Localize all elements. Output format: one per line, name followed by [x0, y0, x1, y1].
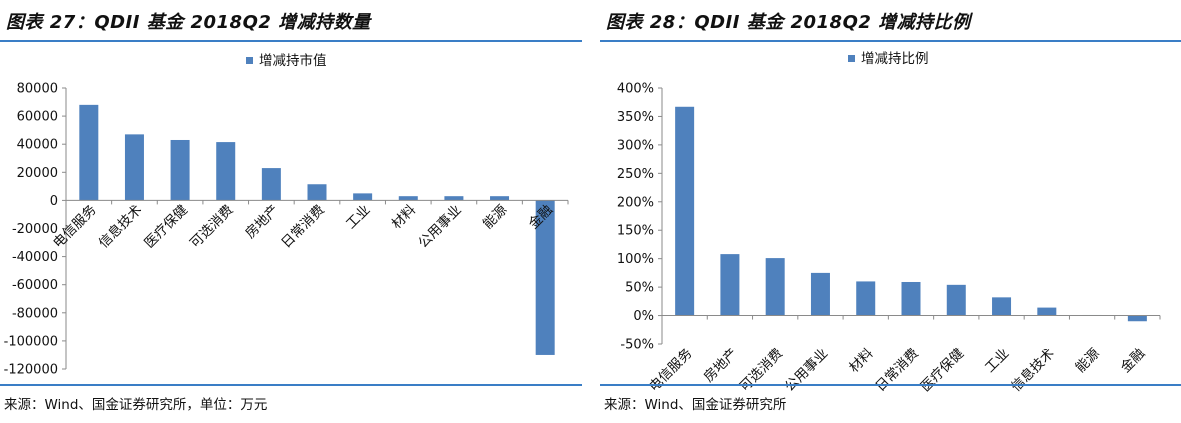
bar: [444, 196, 464, 201]
bar: [1037, 307, 1057, 316]
legend-label: 增减持比例: [861, 51, 929, 67]
y-tick-label: 50%: [625, 281, 654, 296]
category-label: 能源: [480, 202, 511, 233]
bar: [992, 297, 1012, 316]
figure-title: 图表 28：QDII 基金 2018Q2 增减持比例: [606, 12, 971, 33]
bar: [946, 284, 966, 316]
category-label: 信息技术: [1007, 345, 1057, 395]
source-rule: [600, 384, 1181, 386]
source-note: 来源：Wind、国金证券研究所: [604, 397, 787, 413]
bar: [720, 254, 740, 316]
y-tick-label: 20000: [17, 166, 58, 181]
y-tick-label: 400%: [617, 82, 654, 97]
bar: [307, 184, 327, 201]
y-tick-label: -50%: [620, 338, 654, 353]
category-label: 材料: [389, 202, 420, 233]
bar: [810, 272, 830, 316]
bar: [765, 258, 785, 316]
title-rule: [600, 40, 1181, 42]
bar: [675, 106, 695, 316]
category-label: 能源: [1073, 345, 1104, 376]
category-label: 公用事业: [415, 202, 464, 251]
bar: [901, 281, 921, 316]
y-tick-label: 0: [50, 194, 58, 209]
bar: [353, 193, 373, 201]
y-tick-label: 350%: [617, 110, 654, 125]
category-label: 可选消费: [187, 202, 236, 251]
bar-chart-holdings-ratio: 增减持比例 400% 350% 300% 250% 200% 150% 100% 50% 0% -5…: [617, 51, 1161, 395]
source-rule: [0, 384, 582, 386]
y-tick-label: 80000: [17, 82, 58, 97]
y-tick-label: -40000: [12, 250, 58, 265]
bar-chart-holdings-value: 增减持市值 80000 60000 40000 20000 0 -20000 -40000 -6…: [4, 52, 569, 378]
source-note: 来源：Wind、国金证券研究所，单位：万元: [4, 397, 268, 413]
bar: [124, 134, 144, 201]
figure-27-panel: 图表 27：QDII 基金 2018Q2 增减持数量 增减持市值 80000 600…: [0, 0, 582, 423]
legend-swatch: [246, 57, 253, 64]
y-tick-label: -60000: [12, 278, 58, 293]
category-label: 材料: [846, 345, 877, 376]
bar: [170, 139, 190, 201]
figure-28-panel: 图表 28：QDII 基金 2018Q2 增减持比例 增减持比例 400% 350%…: [600, 0, 1181, 423]
bar: [856, 281, 876, 316]
y-tick-label: -120000: [4, 363, 58, 378]
category-label: 房地产: [701, 346, 741, 386]
bar: [79, 104, 99, 201]
category-label: 电信服务: [646, 346, 695, 395]
y-tick-label: 300%: [617, 138, 654, 153]
y-tick-label: 60000: [17, 110, 58, 125]
category-label: 金融: [1118, 345, 1149, 376]
category-label: 工业: [982, 346, 1012, 376]
bar: [261, 168, 281, 201]
legend-label: 增减持市值: [259, 52, 327, 69]
y-tick-label: -80000: [12, 306, 58, 321]
category-label: 医疗保健: [918, 346, 967, 395]
category-label: 公用事业: [782, 346, 831, 395]
category-label: 房地产: [242, 202, 282, 242]
legend-swatch: [848, 55, 855, 62]
bar: [216, 142, 236, 201]
category-label: 可选消费: [737, 346, 786, 395]
figure-title: 图表 27：QDII 基金 2018Q2 增减持数量: [6, 12, 371, 33]
category-label: 日常消费: [278, 202, 327, 251]
y-tick-label: 200%: [617, 195, 654, 210]
y-tick-label: -100000: [4, 334, 58, 349]
y-tick-label: 40000: [17, 138, 58, 153]
category-label: 工业: [343, 202, 373, 232]
category-label: 信息技术: [95, 201, 145, 251]
category-label: 日常消费: [872, 346, 921, 395]
bar: [535, 200, 555, 355]
y-tick-label: -20000: [12, 222, 58, 237]
category-label: 医疗保健: [141, 202, 190, 251]
bar: [398, 196, 418, 201]
y-tick-label: 100%: [617, 252, 654, 267]
y-tick-label: 150%: [617, 224, 654, 239]
bar: [490, 196, 510, 201]
title-rule: [0, 40, 582, 42]
bar: [1127, 315, 1147, 322]
y-tick-label: 250%: [617, 167, 654, 182]
y-tick-label: 0%: [633, 309, 654, 324]
